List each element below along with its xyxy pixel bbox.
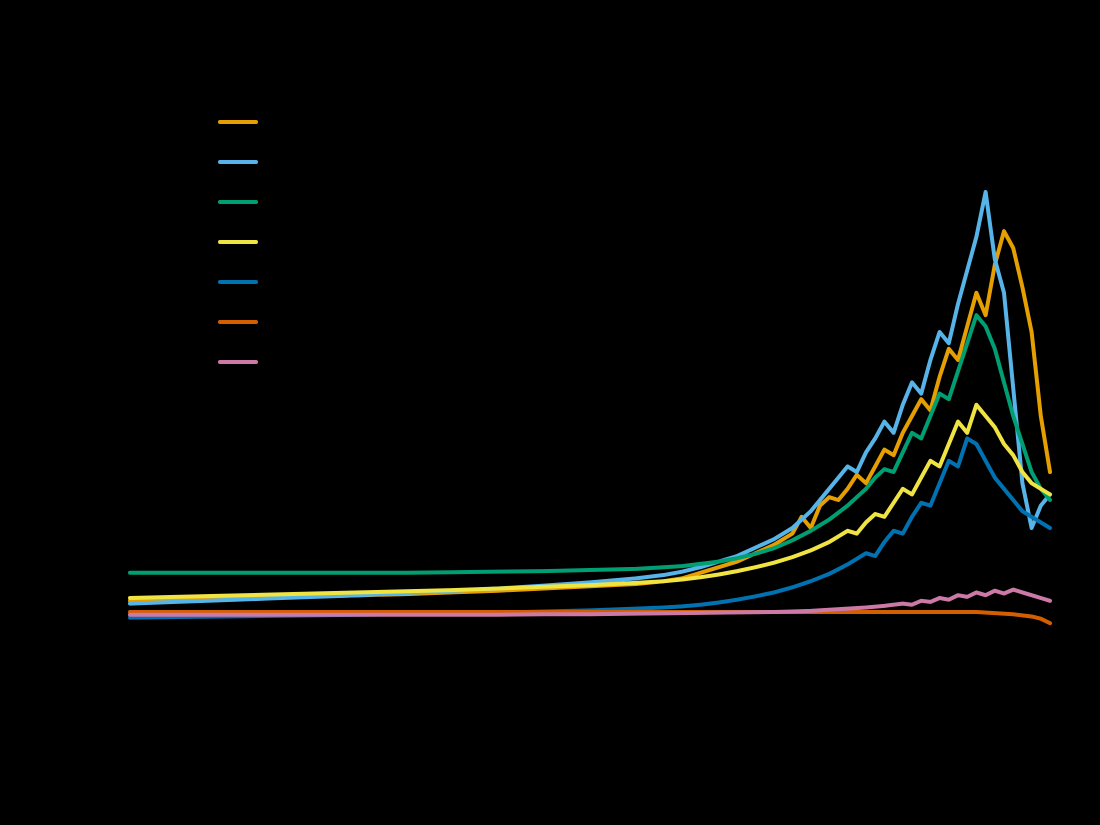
line-chart xyxy=(0,0,1100,825)
chart-svg xyxy=(0,0,1100,825)
chart-background xyxy=(0,0,1100,825)
